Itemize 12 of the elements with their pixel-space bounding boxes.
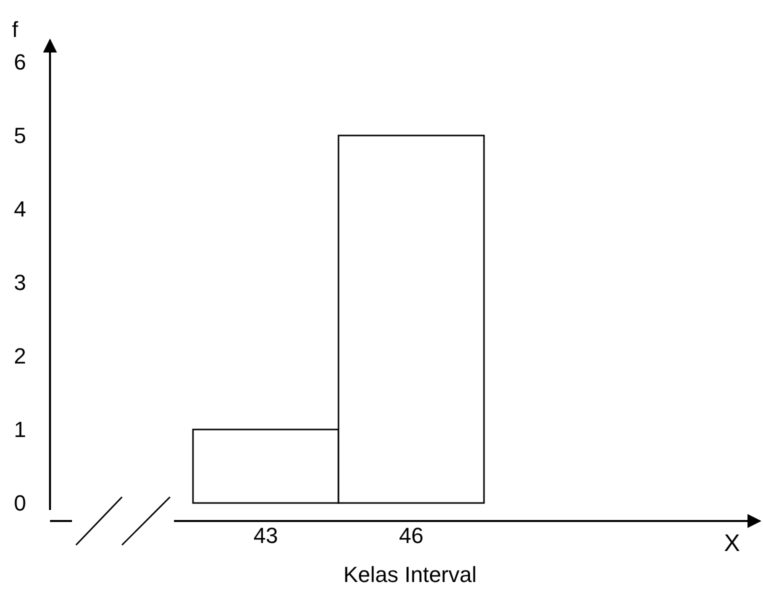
y-tick-label: 3 bbox=[14, 270, 26, 295]
y-tick-label: 6 bbox=[14, 50, 26, 74]
y-tick-label: 1 bbox=[14, 417, 26, 442]
y-tick-label: 0 bbox=[14, 490, 26, 516]
x-tick-label: 43 bbox=[254, 523, 278, 548]
y-tick-label: 5 bbox=[14, 123, 26, 148]
y-tick-label: 2 bbox=[14, 344, 26, 368]
y-tick-label: 4 bbox=[14, 196, 26, 222]
x-tick-label: 46 bbox=[399, 523, 424, 548]
x-axis-title: Kelas Interval bbox=[343, 562, 477, 587]
y-axis-title: f bbox=[12, 17, 19, 42]
text: X bbox=[724, 530, 740, 557]
